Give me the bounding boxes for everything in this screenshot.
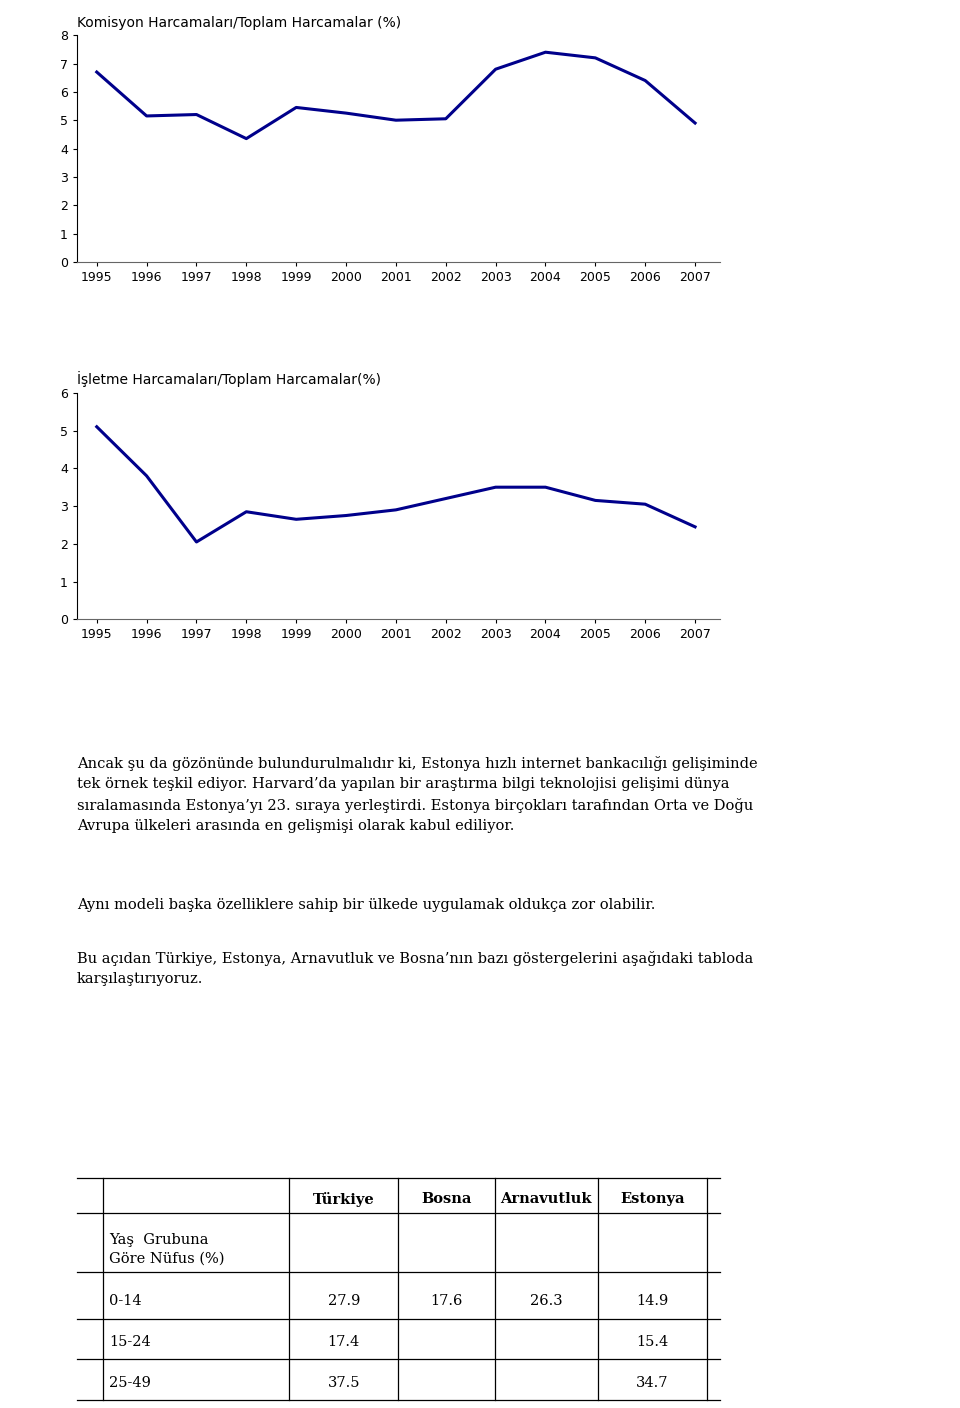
Text: Komisyon Harcamaları/Toplam Harcamalar (%): Komisyon Harcamaları/Toplam Harcamalar (… [77,15,401,30]
Text: Ancak şu da gözönünde bulundurulmalıdır ki, Estonya hızlı internet bankacılığı g: Ancak şu da gözönünde bulundurulmalıdır … [77,756,757,834]
Text: 25-49: 25-49 [109,1376,151,1390]
Text: 37.5: 37.5 [327,1376,360,1390]
Text: Bosna: Bosna [421,1193,471,1207]
Text: 15-24: 15-24 [109,1335,151,1349]
Text: İşletme Harcamaları/Toplam Harcamalar(%): İşletme Harcamaları/Toplam Harcamalar(%) [77,372,381,387]
Text: Yaş  Grubuna
Göre Nüfus (%): Yaş Grubuna Göre Nüfus (%) [109,1233,225,1266]
Text: Arnavutluk: Arnavutluk [500,1193,592,1207]
Text: 34.7: 34.7 [636,1376,669,1390]
Text: 17.4: 17.4 [327,1335,360,1349]
Text: 26.3: 26.3 [530,1294,563,1308]
Text: Bu açıdan Türkiye, Estonya, Arnavutluk ve Bosna’nın bazı göstergelerini aşağıdak: Bu açıdan Türkiye, Estonya, Arnavutluk v… [77,950,753,986]
Text: 0-14: 0-14 [109,1294,141,1308]
Text: Türkiye: Türkiye [313,1193,374,1207]
Text: 15.4: 15.4 [636,1335,668,1349]
Text: Aynı modeli başka özelliklere sahip bir ülkede uygulamak oldukça zor olabilir.: Aynı modeli başka özelliklere sahip bir … [77,898,655,911]
Text: 17.6: 17.6 [430,1294,463,1308]
Text: Estonya: Estonya [620,1193,684,1207]
Text: 14.9: 14.9 [636,1294,668,1308]
Text: 27.9: 27.9 [327,1294,360,1308]
